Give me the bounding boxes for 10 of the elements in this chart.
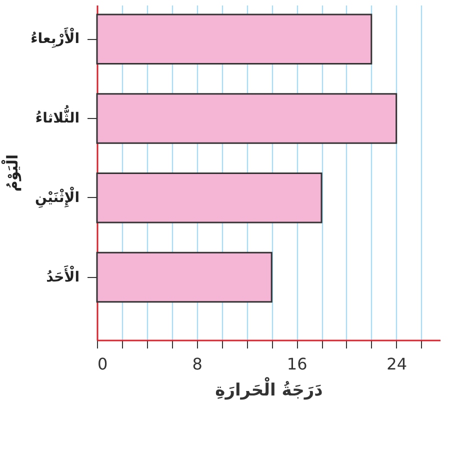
y-tick-label: الْأَحَدُ	[46, 264, 80, 286]
x-tick-label: 24	[386, 354, 408, 374]
x-axis-title: دَرَجَةُ الْحَرارَةِ	[215, 376, 324, 400]
y-tick-label: الْأَرْبِعاءُ	[30, 26, 80, 48]
x-tick-label: 16	[286, 354, 308, 374]
x-tick-label: 0	[98, 354, 108, 374]
y-axis-title: الْيَوْمُ	[0, 154, 22, 192]
y-tick-label: الثُّلاثاءُ	[35, 104, 80, 127]
x-tick-label: 8	[192, 354, 202, 374]
y-tick-label: الْإِثْنَيْنِ	[34, 186, 80, 208]
